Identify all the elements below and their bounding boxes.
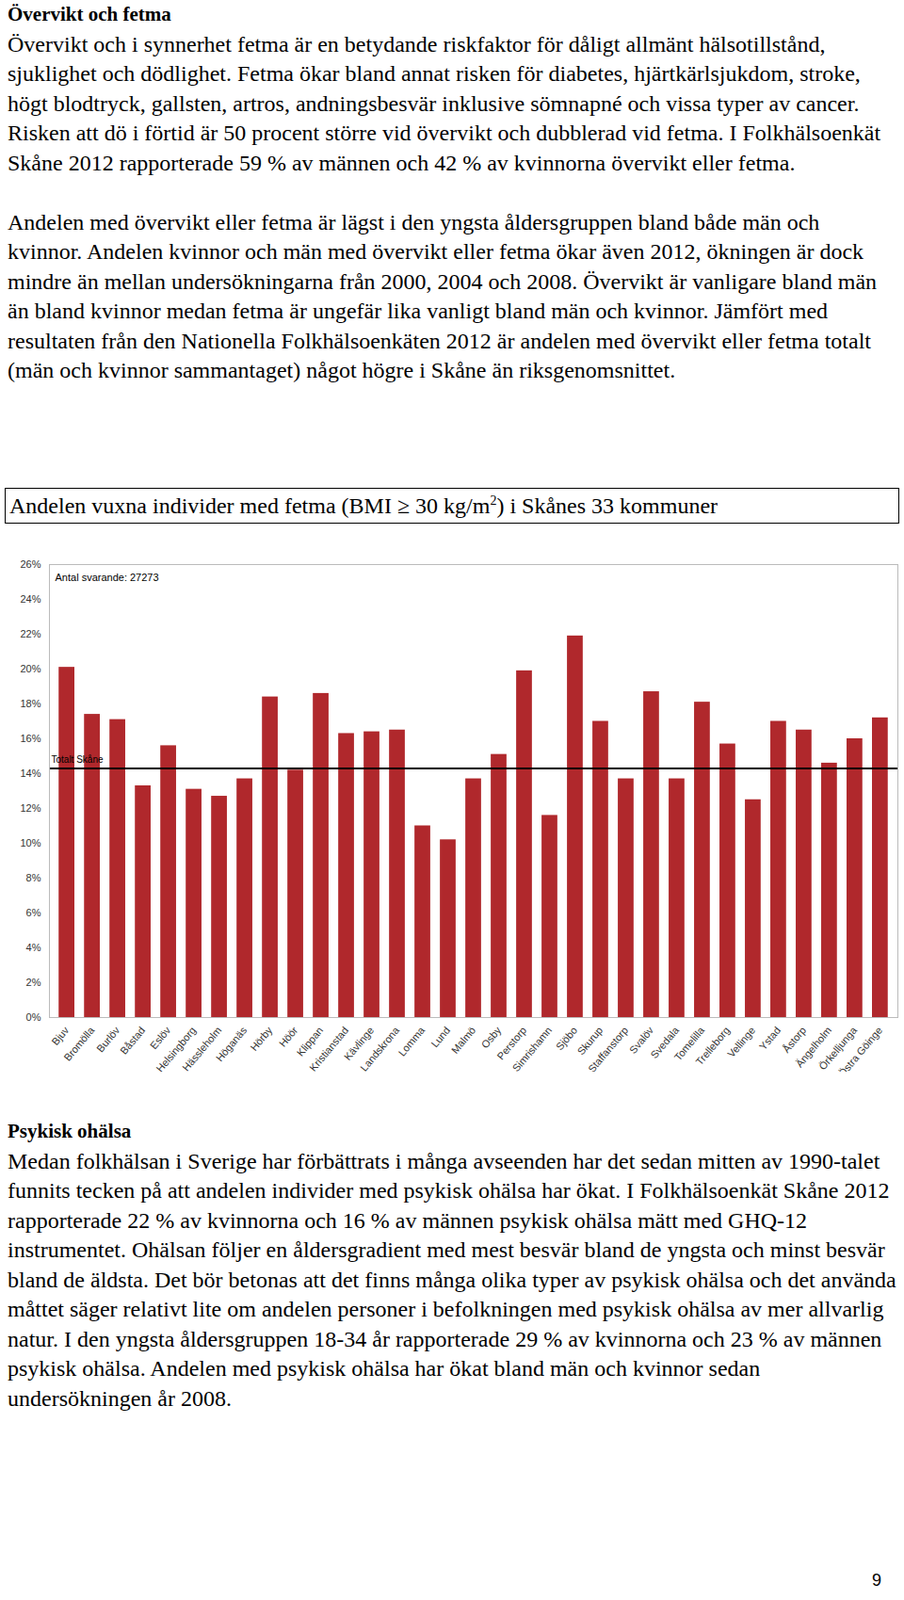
svg-text:14%: 14% bbox=[19, 767, 41, 779]
svg-text:26%: 26% bbox=[19, 558, 41, 570]
svg-text:Tomelilla: Tomelilla bbox=[671, 1024, 707, 1063]
svg-text:8%: 8% bbox=[26, 871, 42, 884]
svg-text:4%: 4% bbox=[26, 941, 42, 953]
svg-text:Hörby: Hörby bbox=[247, 1024, 275, 1054]
svg-text:Bromölla: Bromölla bbox=[61, 1023, 97, 1064]
svg-text:Båstad: Båstad bbox=[117, 1024, 147, 1057]
svg-text:0%: 0% bbox=[26, 1011, 42, 1023]
svg-text:Östra Göinge: Östra Göinge bbox=[836, 1024, 885, 1072]
svg-text:Antal svarande: 27273: Antal svarande: 27273 bbox=[55, 571, 160, 583]
svg-text:Staffanstorp: Staffanstorp bbox=[585, 1024, 630, 1072]
svg-text:24%: 24% bbox=[19, 593, 41, 605]
svg-text:Kävlinge: Kävlinge bbox=[341, 1024, 377, 1063]
svg-text:10%: 10% bbox=[19, 837, 41, 849]
svg-text:Landskrona: Landskrona bbox=[357, 1023, 403, 1072]
svg-text:Totalt Skåne: Totalt Skåne bbox=[51, 754, 104, 765]
svg-text:Malmö: Malmö bbox=[449, 1024, 478, 1056]
svg-text:Osby: Osby bbox=[479, 1024, 504, 1051]
html-text:Psykisk ohälsa: Psykisk ohälsa bbox=[7, 1119, 132, 1143]
svg-text:Burlöv: Burlöv bbox=[94, 1024, 122, 1055]
html-text:Medan folkhälsan i Sverige har: Medan folkhälsan i Sverige har förbättra… bbox=[7, 1148, 897, 1411]
svg-text:Hässleholm: Hässleholm bbox=[179, 1024, 224, 1072]
svg-text:Simrishamn: Simrishamn bbox=[510, 1024, 555, 1072]
svg-text:Lund: Lund bbox=[428, 1024, 452, 1050]
svg-text:Kristianstad: Kristianstad bbox=[306, 1024, 351, 1072]
svg-text:Svedala: Svedala bbox=[648, 1024, 682, 1061]
svg-text:Höör: Höör bbox=[276, 1024, 301, 1050]
html-text:Övervikt och i synnerhet fetma: Övervikt och i synnerhet fetma är en bet… bbox=[7, 31, 881, 175]
svg-text:Ängelholm: Ängelholm bbox=[793, 1024, 834, 1070]
svg-text:Perstorp: Perstorp bbox=[494, 1024, 529, 1062]
svg-text:Sjöbo: Sjöbo bbox=[553, 1024, 580, 1053]
html-text:Övervikt och fetma: Övervikt och fetma bbox=[7, 2, 172, 26]
svg-text:18%: 18% bbox=[19, 697, 41, 710]
html-text:Andelen med övervikt eller fet: Andelen med övervikt eller fetma är lägs… bbox=[7, 209, 877, 383]
svg-text:Höganäs: Höganäs bbox=[213, 1024, 250, 1065]
html-text:Andelen vuxna individer med fe: Andelen vuxna individer med fetma (BMI ≥… bbox=[9, 493, 718, 518]
svg-text:20%: 20% bbox=[19, 662, 41, 675]
svg-text:12%: 12% bbox=[19, 802, 41, 814]
svg-text:Lomma: Lomma bbox=[395, 1023, 427, 1058]
svg-text:Eslöv: Eslöv bbox=[147, 1024, 174, 1052]
svg-text:Trelleborg: Trelleborg bbox=[693, 1024, 732, 1067]
svg-text:Svalöv: Svalöv bbox=[626, 1024, 656, 1056]
svg-text:Ystad: Ystad bbox=[757, 1024, 783, 1052]
svg-text:Åstorp: Åstorp bbox=[780, 1024, 809, 1055]
svg-text:Klippan: Klippan bbox=[294, 1024, 326, 1059]
svg-text:16%: 16% bbox=[19, 732, 41, 744]
svg-text:2%: 2% bbox=[26, 976, 42, 988]
html-text:9: 9 bbox=[871, 1570, 882, 1590]
svg-text:Skurup: Skurup bbox=[574, 1024, 605, 1057]
svg-text:Bjuv: Bjuv bbox=[48, 1024, 71, 1048]
svg-text:Vellinge: Vellinge bbox=[725, 1024, 758, 1060]
svg-text:22%: 22% bbox=[19, 628, 41, 640]
svg-text:6%: 6% bbox=[26, 906, 42, 919]
